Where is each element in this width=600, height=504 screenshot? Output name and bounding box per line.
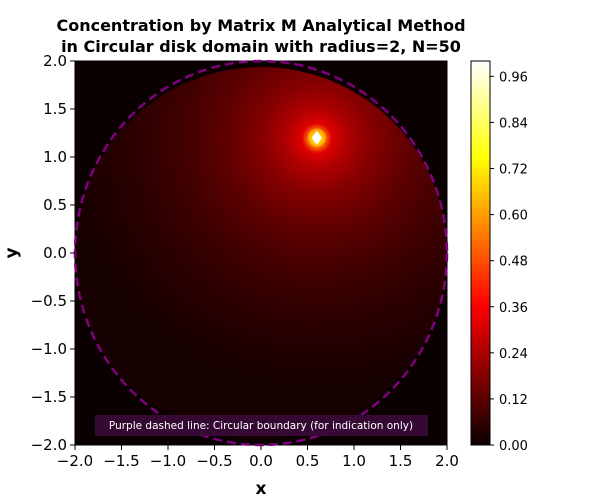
x-axis: −2.0 −1.5 −1.0 −0.5 0.0 0.5 1.0 1.5 2.0 bbox=[57, 445, 459, 470]
y-tick-label: −1.0 bbox=[31, 340, 67, 358]
source-point bbox=[311, 130, 322, 145]
colorbar-tick-label: 0.84 bbox=[499, 116, 528, 131]
colorbar-tick-label: 0.72 bbox=[499, 163, 528, 178]
colorbar-tick-label: 0.48 bbox=[499, 255, 528, 270]
annotation-box: Purple dashed line: Circular boundary (f… bbox=[95, 415, 428, 436]
colorbar-tick-label: 0.24 bbox=[499, 347, 528, 362]
heatmap-area bbox=[75, 61, 447, 445]
colorbar-tick-label: 0.36 bbox=[499, 301, 528, 316]
x-tick-label: 0.5 bbox=[296, 452, 320, 470]
y-tick-label: 1.5 bbox=[43, 100, 67, 118]
y-tick-label: 1.0 bbox=[43, 148, 67, 166]
x-tick-label: −0.5 bbox=[196, 452, 232, 470]
annotation-background bbox=[95, 415, 428, 436]
colorbar-gradient bbox=[470, 60, 491, 446]
colorbar-axis: 0.96 0.84 0.72 0.60 0.48 0.36 0.24 0.12 0.00 bbox=[490, 70, 528, 454]
x-tick-label: 0.0 bbox=[249, 452, 273, 470]
annotation-text: Purple dashed line: Circular boundary (f… bbox=[109, 420, 413, 432]
chart-title-line-1: Concentration by Matrix M Analytical Met… bbox=[56, 16, 465, 35]
chart-title-line-2: in Circular disk domain with radius=2, N… bbox=[61, 37, 461, 56]
colorbar-tick-label: 0.96 bbox=[499, 70, 528, 85]
y-tick-label: −1.5 bbox=[31, 388, 67, 406]
y-tick-label: 2.0 bbox=[43, 52, 67, 70]
y-axis-label: y bbox=[2, 247, 22, 258]
x-tick-label: −1.5 bbox=[103, 452, 139, 470]
y-tick-label: 0.5 bbox=[43, 196, 67, 214]
x-tick-label: −2.0 bbox=[57, 452, 93, 470]
colorbar-tick-label: 0.12 bbox=[499, 393, 528, 408]
colorbar: 0.96 0.84 0.72 0.60 0.48 0.36 0.24 0.12 0.00 bbox=[470, 60, 528, 454]
source-peak bbox=[307, 128, 326, 147]
y-tick-label: 0.0 bbox=[43, 244, 67, 262]
colorbar-tick-label: 0.60 bbox=[499, 209, 528, 224]
x-tick-label: 1.5 bbox=[389, 452, 413, 470]
y-tick-label: −0.5 bbox=[31, 292, 67, 310]
x-axis-label: x bbox=[256, 479, 267, 499]
x-tick-label: 1.0 bbox=[342, 452, 366, 470]
heatmap-field bbox=[75, 67, 447, 439]
y-axis: 2.0 1.5 1.0 0.5 0.0 −0.5 −1.0 −1.5 −2.0 bbox=[31, 52, 75, 454]
x-tick-label: −1.0 bbox=[150, 452, 186, 470]
y-tick-label: −2.0 bbox=[31, 436, 67, 454]
colorbar-tick-label: 0.00 bbox=[499, 439, 528, 454]
x-tick-label: 2.0 bbox=[435, 452, 459, 470]
